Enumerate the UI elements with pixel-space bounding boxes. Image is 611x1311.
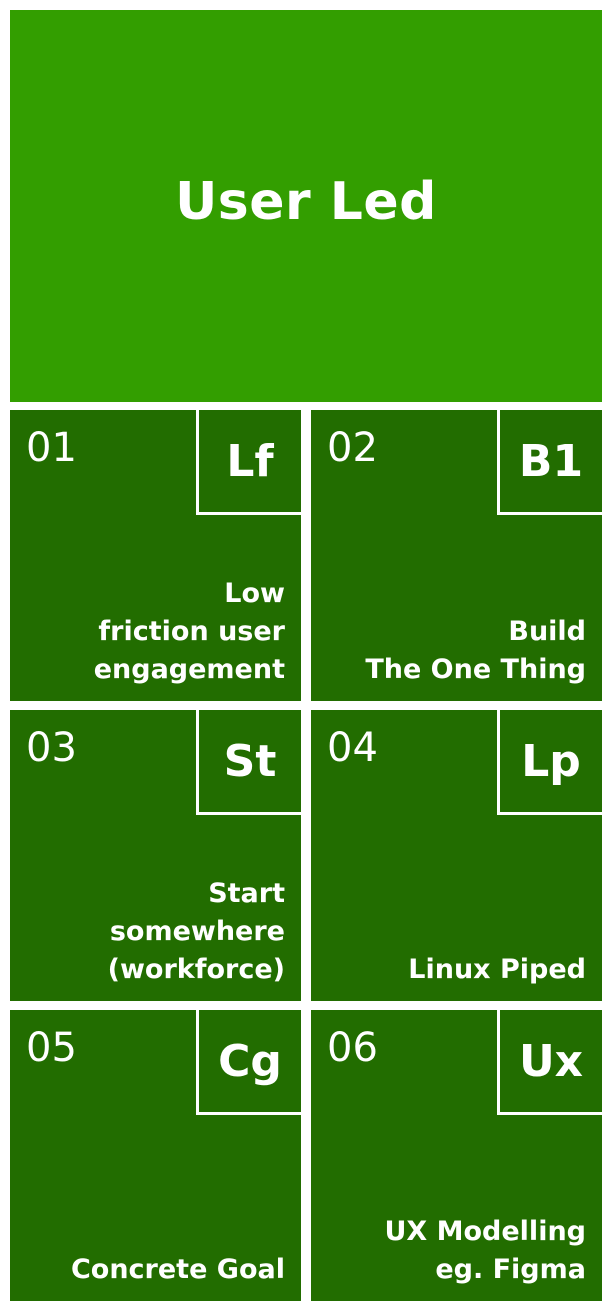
tile-number: 02 — [327, 425, 378, 471]
tile-ux: 06 Ux UX Modelling eg. Figma — [311, 1010, 602, 1301]
tile-number: 05 — [26, 1025, 77, 1071]
tile-number: 01 — [26, 425, 77, 471]
tile-symbol: Lp — [497, 710, 602, 815]
tile-label: Concrete Goal — [70, 1254, 285, 1285]
tile-b1: 02 B1 Build The One Thing — [311, 410, 602, 701]
tile-label: UX Modelling eg. Figma — [384, 1216, 586, 1285]
tile-number: 06 — [327, 1025, 378, 1071]
header-title: User Led — [175, 172, 437, 232]
tile-cg: 05 Cg Concrete Goal — [10, 1010, 301, 1301]
tile-label: Linux Piped — [408, 954, 586, 985]
tile-label: Build The One Thing — [365, 616, 586, 685]
tile-label: Start somewhere (workforce) — [107, 878, 285, 985]
tile-symbol: B1 — [497, 410, 602, 515]
tile-lp: 04 Lp Linux Piped — [311, 710, 602, 1001]
tile-symbol: St — [196, 710, 301, 815]
header-banner: User Led — [10, 10, 602, 402]
tile-symbol: Ux — [497, 1010, 602, 1115]
tile-number: 03 — [26, 725, 77, 771]
tile-label: Low friction user engagement — [93, 578, 285, 685]
tile-symbol: Lf — [196, 410, 301, 515]
tile-lf: 01 Lf Low friction user engagement — [10, 410, 301, 701]
tile-symbol: Cg — [196, 1010, 301, 1115]
tile-number: 04 — [327, 725, 378, 771]
tile-st: 03 St Start somewhere (workforce) — [10, 710, 301, 1001]
